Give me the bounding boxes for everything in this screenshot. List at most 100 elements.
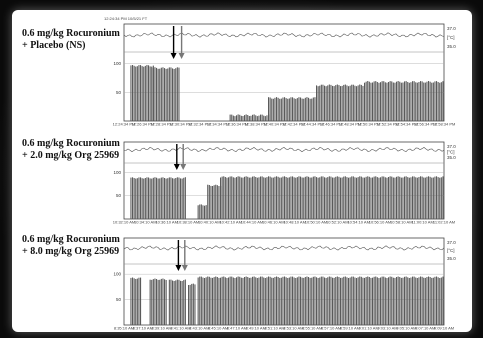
p1-bar-3-tick <box>365 176 367 219</box>
p2-bar-4-tick <box>404 276 406 325</box>
p1-bar-3-tick <box>269 176 271 219</box>
p2-bar-group-1 <box>149 278 167 325</box>
p1-bar-3-tick <box>303 177 305 219</box>
p0-bar-4-tick <box>333 86 335 121</box>
p1-bar-3-tick <box>287 177 289 219</box>
p1-bar-3-tick <box>341 177 343 219</box>
p1-bar-0-tick <box>165 178 167 219</box>
p1-bar-3-tick <box>306 176 308 219</box>
p1-bar-3-tick <box>407 177 409 219</box>
p0-bar-2-tick <box>239 114 241 121</box>
p1-xtick-2: 10:36:10 AM <box>155 220 177 225</box>
p2-bar-4-tick <box>229 276 231 325</box>
p1-bar-3-tick <box>373 176 375 219</box>
p1-bar-3-tick <box>348 177 350 219</box>
p1-bar-3-tick <box>284 176 286 219</box>
p1-bar-3-tick <box>220 177 222 219</box>
p1-bar-3-tick <box>272 177 274 219</box>
p0-xtick-4: 12:32:34 PM <box>188 122 211 127</box>
p0-bar-5-tick <box>426 81 428 121</box>
p1-bar-3-tick <box>263 177 265 219</box>
p2-bar-4-tick <box>348 278 350 325</box>
p2-xtick-4: 8:43:10 AM <box>189 326 209 331</box>
panel-org-8mg-label-line2: + 8.0 mg/kg Org 25969 <box>22 246 120 257</box>
p1-xtick-14: 11:00:10 AM <box>412 220 434 225</box>
p2-bar-4-tick <box>276 276 278 325</box>
p0-bar-2-tick <box>253 114 255 121</box>
p0-bar-3-tick <box>296 98 298 121</box>
p1-bar-3-tick <box>256 177 258 219</box>
p2-bar-1-tick <box>156 279 158 325</box>
p2-bar-4-tick <box>413 276 415 325</box>
p1-bar-1-tick <box>197 205 199 219</box>
p0-xtick-16: 12:56:34 PM <box>414 122 437 127</box>
p0-xtick-2: 12:28:34 PM <box>150 122 173 127</box>
p1-bar-3-tick <box>367 176 369 219</box>
p2-bar-4-tick <box>309 277 311 325</box>
panel-placebo-label-line1: 0.6 mg/kg Rocuronium <box>22 28 120 39</box>
p0-bar-3-tick <box>287 98 289 121</box>
p1-xtick-5: 10:42:10 AM <box>219 220 241 225</box>
p1-bar-3-tick <box>285 177 287 219</box>
p2-bar-4-tick <box>248 277 250 325</box>
p1-bar-3-tick <box>396 176 398 219</box>
p2-bar-0-tick <box>130 277 132 325</box>
p2-bar-4-tick <box>293 277 295 325</box>
p1-bar-2-tick <box>215 184 217 219</box>
p1-bar-3-tick <box>340 177 342 219</box>
p0-bar-group-4 <box>316 84 364 121</box>
p0-bar-3-tick <box>309 98 311 121</box>
p0-xtick-14: 12:52:34 PM <box>376 122 399 127</box>
p2-bar-group-2 <box>168 279 186 325</box>
p1-bar-3-tick <box>266 177 268 219</box>
p0-bar-3-tick <box>292 97 294 121</box>
panel-org-2mg-label-line2: + 2.0 mg/kg Org 25969 <box>22 150 120 161</box>
p1-bar-3-tick <box>301 177 303 219</box>
p0-bar-5-tick <box>370 82 372 121</box>
p1-bar-0-tick <box>164 178 166 219</box>
p0-bar-5-tick <box>383 81 385 121</box>
p0-bar-3-tick <box>282 97 284 121</box>
p0-bar-5-tick <box>378 82 380 121</box>
p1-bar-group-0 <box>130 177 186 219</box>
p1-bar-3-tick <box>308 176 310 219</box>
p1-temperature-trace <box>123 147 445 153</box>
p0-bar-5-tick <box>389 81 391 121</box>
p2-bar-4-tick <box>285 277 287 325</box>
p0-bar-5-tick <box>397 81 399 121</box>
p0-bar-2-tick <box>229 114 231 121</box>
p2-bar-4-tick <box>434 276 436 325</box>
p0-xtick-11: 12:46:34 PM <box>320 122 343 127</box>
p2-bar-2-tick <box>175 280 177 325</box>
p2-bar-2-tick <box>173 281 175 325</box>
p0-bar-2-tick <box>263 115 265 121</box>
p0-bar-3-tick <box>288 98 290 121</box>
p0-bar-1-tick <box>162 67 164 121</box>
p2-bar-4-tick <box>212 277 214 325</box>
p2-bar-4-tick <box>237 276 239 325</box>
panel-org-8mg-chart: 100 50 37.0 [°C] 35.0 8:35:10 AM8:37:10 AM8:3… <box>113 237 456 331</box>
p2-bar-4-tick <box>376 277 378 325</box>
p0-bar-5-tick <box>375 81 377 121</box>
p1-bar-3-tick <box>352 176 354 219</box>
p0-xtick-15: 12:54:34 PM <box>395 122 418 127</box>
p1-bar-3-tick <box>239 176 241 219</box>
p0-bar-3-tick <box>285 98 287 121</box>
p2-bar-4-tick <box>327 277 329 325</box>
p0-bar-2-tick <box>231 114 233 121</box>
p1-xtick-0: 10:32:10 AM <box>113 220 135 225</box>
p1-bar-0-tick <box>130 177 132 219</box>
p2-bar-4-tick <box>380 277 382 325</box>
p0-bar-1-tick <box>170 67 172 121</box>
p0-xtick-10: 12:44:34 PM <box>301 122 324 127</box>
p2-bar-4-tick <box>252 276 254 325</box>
p2-bar-2-tick <box>172 280 174 325</box>
p0-xtick-8: 12:40:34 PM <box>263 122 286 127</box>
panel-org-2mg-label: 0.6 mg/kg Rocuronium + 2.0 mg/kg Org 259… <box>22 138 120 162</box>
p1-bar-3-tick <box>258 177 260 219</box>
p1-bar-3-tick <box>440 177 442 219</box>
p1-bar-3-tick <box>429 176 431 219</box>
p2-xtick-13: 9:01:10 AM <box>359 326 379 331</box>
p0-bar-0-tick <box>146 65 148 121</box>
p0-bar-1-tick <box>167 68 169 121</box>
